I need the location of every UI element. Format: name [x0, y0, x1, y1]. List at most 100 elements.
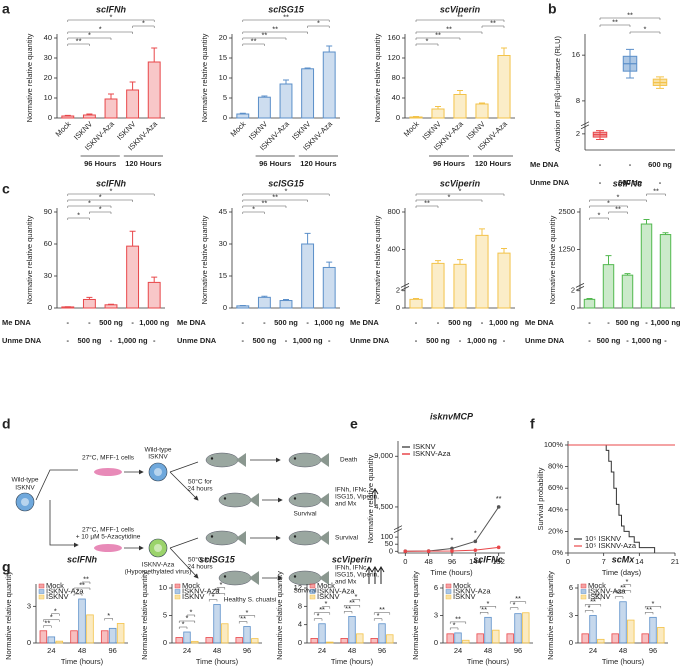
bar — [475, 103, 489, 119]
x-tick-label: 0 — [403, 557, 407, 566]
diagram-label: Death — [340, 457, 358, 464]
bar — [243, 626, 251, 644]
row-value: - — [153, 336, 156, 345]
chart-title: scViperin — [332, 554, 373, 564]
significance-bracket — [449, 627, 459, 630]
bar — [583, 298, 596, 309]
bar — [147, 61, 161, 119]
error-bar — [457, 90, 463, 95]
error-bar — [304, 67, 311, 69]
y-tick-label: 9,000 — [374, 451, 393, 460]
row-value: - — [629, 160, 632, 169]
diagram-label: 50°C for — [188, 556, 213, 564]
significance-label: * — [598, 210, 601, 219]
bar — [431, 108, 445, 119]
y-tick-label: 0 — [569, 638, 573, 647]
bar — [70, 630, 78, 644]
significance-label: ** — [446, 24, 452, 33]
y-tick-label: 10 — [44, 93, 52, 102]
significance-label: * — [219, 580, 222, 589]
y-tick-label: 30 — [44, 53, 52, 62]
significance-label: * — [99, 24, 102, 33]
significance-bracket — [51, 613, 60, 616]
significance-label: ** — [79, 580, 85, 589]
legend-label: ISKNV — [413, 442, 436, 451]
y-tick-label: 4,500 — [374, 502, 393, 511]
bar — [356, 633, 364, 644]
significance-bracket — [242, 37, 287, 40]
row-value: 600 ng — [618, 178, 642, 187]
legend-label: 10⁵ ISKNV — [585, 534, 621, 543]
bar — [82, 114, 96, 119]
row-value: 500 ng — [448, 318, 472, 327]
y-tick-label: 0 — [571, 303, 575, 312]
y-tick-label: 15 — [219, 53, 227, 62]
legend-label: Mock — [317, 581, 335, 590]
bar — [108, 627, 117, 644]
row-value: 1,000 ng — [293, 336, 323, 345]
legend-label: Mock — [453, 581, 471, 590]
significance-label: * — [252, 204, 255, 213]
diagram-label: Wild-type — [11, 477, 38, 484]
significance-bracket — [313, 618, 323, 621]
bar — [47, 636, 56, 644]
significance-label: * — [453, 620, 456, 629]
up-arrows — [365, 566, 385, 584]
y-tick-label: 3 — [434, 610, 438, 619]
row-value: 1,000 ng — [650, 318, 680, 327]
series-line — [405, 546, 499, 552]
significance-label: * — [88, 198, 91, 207]
bar — [454, 632, 462, 644]
row-value: 500 ng — [426, 336, 450, 345]
significance-label: ** — [653, 186, 659, 195]
row-value: - — [588, 336, 591, 345]
error-bar — [326, 261, 333, 268]
x-tick-label: 24 — [454, 646, 462, 655]
significance-label: ** — [616, 589, 622, 598]
significance-bracket — [67, 37, 112, 40]
row-label: Unme DNA — [177, 336, 217, 345]
bar — [279, 300, 293, 309]
group-label: 120 Hours — [475, 159, 511, 168]
y-tick-label: 6 — [569, 583, 573, 592]
y-tick-label: 0 — [27, 638, 31, 647]
significance-bracket — [415, 37, 461, 40]
legend-label: ISKNV-Aza — [317, 586, 355, 595]
significance-label: * — [107, 611, 110, 620]
significance-label: ** — [44, 618, 50, 627]
bar — [39, 630, 48, 644]
significance-bracket — [67, 31, 133, 34]
significance-label: ** — [319, 605, 325, 614]
significance-bracket — [242, 43, 265, 46]
significance-label: ** — [76, 36, 82, 45]
significance-bracket — [238, 615, 256, 618]
y-tick-label: 20 — [44, 73, 52, 82]
virus-icon — [148, 538, 168, 558]
significance-label: * — [487, 599, 490, 608]
row-value: - — [242, 336, 245, 345]
row-value: - — [415, 318, 418, 327]
virus-icon — [148, 462, 168, 482]
significance-label: * — [142, 18, 145, 27]
row-value: - — [67, 336, 70, 345]
y-tick-label: 40% — [548, 505, 563, 514]
legend-label: 10⁵ ISKNV-Aza — [585, 541, 637, 550]
x-tick-label: 96 — [108, 646, 116, 655]
diagram-label: and Mx — [335, 501, 357, 508]
significance-bracket — [415, 199, 483, 202]
y-tick-label: 20% — [548, 526, 563, 535]
bar — [348, 616, 356, 644]
significance-bracket — [67, 199, 133, 202]
chart-title: scISG15 — [199, 554, 236, 564]
error-bar — [605, 255, 612, 265]
y-tick-label: 1250 — [558, 245, 575, 254]
chart-title: scIFNc — [613, 178, 643, 188]
x-tick-label: 96 — [448, 557, 456, 566]
up-arrow — [371, 488, 379, 506]
significance-bracket — [81, 581, 91, 584]
diagram: Wild-type ISKNV 27°C, MFF-1 cells Wild-t… — [11, 447, 385, 604]
bar — [322, 266, 336, 309]
significance-label: ** — [594, 591, 600, 600]
y-tick-label: 0 — [389, 546, 393, 555]
